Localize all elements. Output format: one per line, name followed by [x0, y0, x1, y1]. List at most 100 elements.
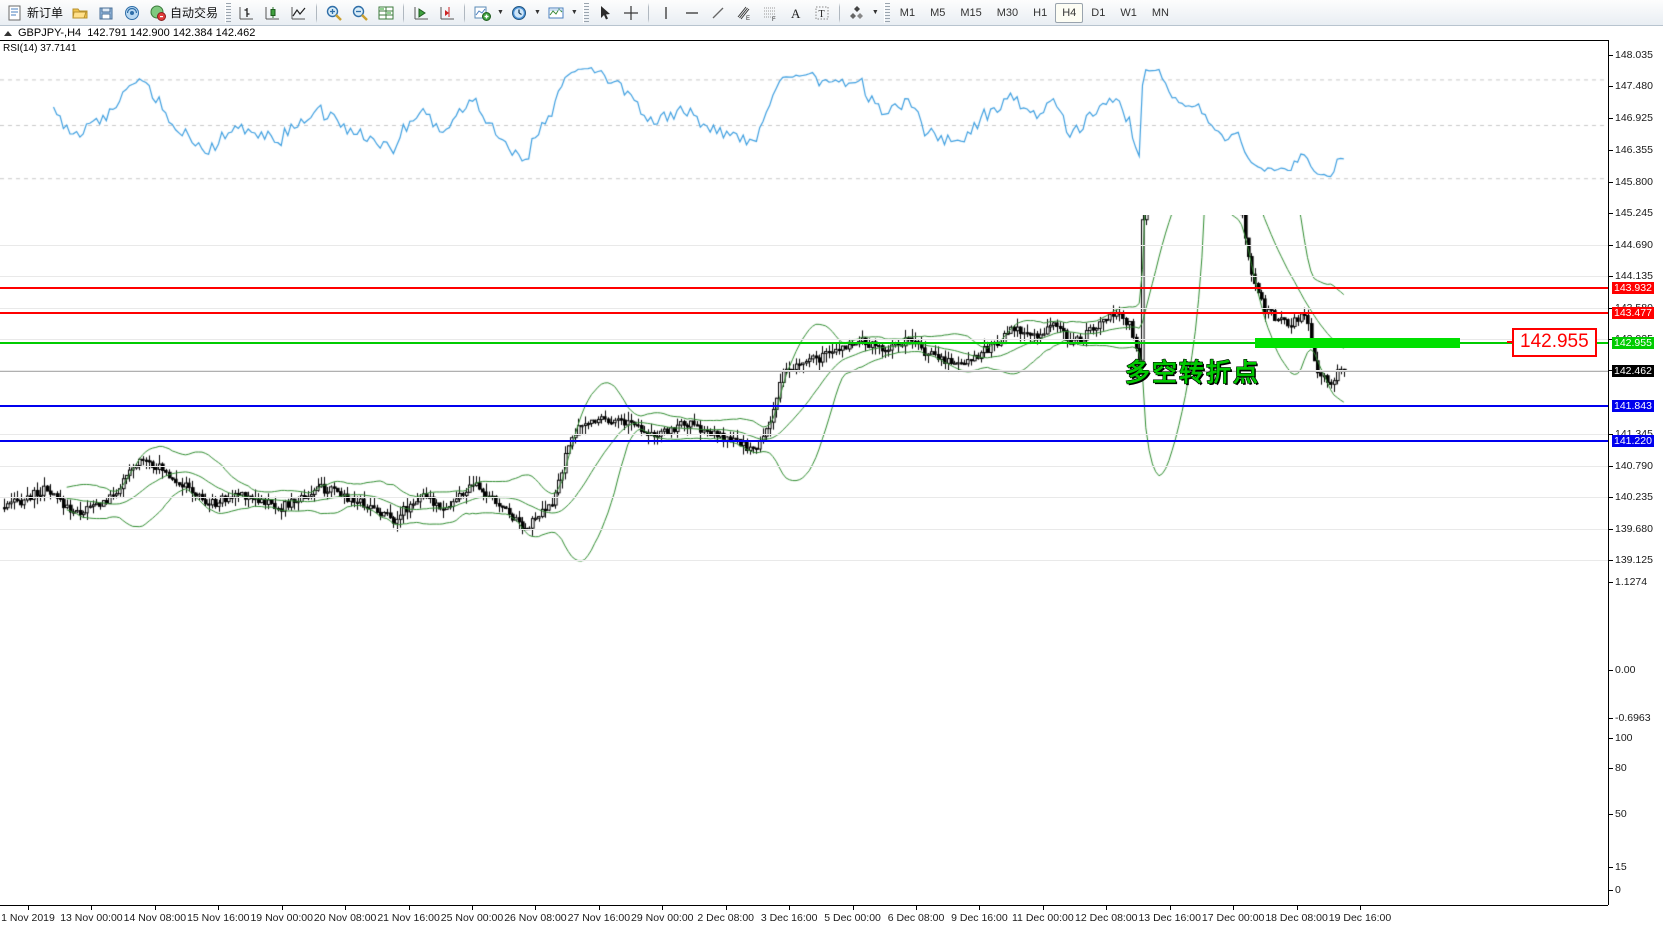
timeframe-mn[interactable]: MN — [1151, 6, 1169, 19]
time-axis-tick — [1106, 906, 1108, 910]
scale-tick — [1609, 670, 1613, 671]
macd-axis-label-zero: 0.00 — [1615, 664, 1636, 676]
autotrading-label: 自动交易 — [170, 6, 219, 20]
resistance-line-143477[interactable] — [0, 310, 1613, 316]
signals-button[interactable] — [119, 1, 145, 25]
highlight-zone[interactable] — [1255, 337, 1460, 348]
price-axis-tick — [1609, 528, 1613, 530]
shift-end-button[interactable] — [408, 1, 434, 25]
text-label-button[interactable]: T — [809, 1, 835, 25]
time-axis-tick — [979, 906, 981, 910]
timeframe-m30[interactable]: M30 — [996, 6, 1019, 19]
crosshair-button[interactable] — [618, 1, 644, 25]
rsi-axis-label-100: 100 — [1615, 732, 1633, 744]
horizontal-line-button[interactable] — [679, 1, 705, 25]
time-axis-label: 15 Nov 16:00 — [187, 912, 250, 924]
toolbar-grip-1[interactable] — [225, 2, 232, 23]
svg-text:E: E — [746, 16, 750, 22]
level-badge-143932[interactable]: 143.932 — [1612, 281, 1654, 294]
price-axis-label: 145.800 — [1615, 175, 1653, 188]
bar-chart-button[interactable] — [234, 1, 260, 25]
time-axis-tick — [345, 906, 347, 910]
price-axis-label: 146.355 — [1615, 144, 1653, 157]
time-axis-tick — [1169, 906, 1171, 910]
level-badge-141843[interactable]: 141.843 — [1612, 400, 1654, 412]
auto-scroll-button[interactable] — [434, 1, 460, 25]
support-line-141843[interactable] — [0, 403, 1613, 408]
toolbar-grip-3[interactable] — [883, 2, 890, 23]
price-axis[interactable]: 148.035 147.480 146.925 146.355 145.800 145.2… — [1608, 40, 1663, 905]
price-axis-tick — [1609, 55, 1613, 57]
timeframe-h1[interactable]: H1 — [1033, 6, 1048, 19]
scale-tick — [1609, 867, 1613, 869]
autotrading-button[interactable]: 自动交易 — [145, 1, 222, 25]
objects-button[interactable] — [844, 1, 870, 25]
rsi-pane[interactable]: RSI(14) 37.7141 — [0, 40, 1608, 215]
timeframe-w1[interactable]: W1 — [1120, 6, 1137, 19]
time-axis-tick — [1360, 906, 1361, 910]
price-axis-label: 139.680 — [1615, 522, 1653, 535]
templates-button[interactable] — [543, 1, 569, 25]
time-axis-label: 12 Dec 08:00 — [1075, 912, 1138, 924]
time-axis-tick — [28, 906, 29, 910]
time-axis-label: 27 Nov 16:00 — [567, 912, 631, 924]
timeframe-m15[interactable]: M15 — [960, 6, 982, 19]
time-axis-label: 5 Dec 00:00 — [824, 912, 881, 924]
collapse-triangle-icon[interactable] — [4, 30, 12, 36]
timeframe-h4[interactable]: H4 — [1055, 2, 1084, 23]
equidistant-channel-button[interactable]: E — [731, 1, 757, 25]
price-axis-label: 148.035 — [1615, 49, 1653, 62]
level-badge-143477[interactable]: 143.477 — [1612, 307, 1654, 320]
templates-dropdown-caret[interactable]: ▼ — [570, 9, 578, 16]
support-line-141220[interactable] — [0, 438, 1613, 444]
time-axis[interactable]: 1 Nov 2019 13 Nov 00:00 14 Nov 08:00 15 Nov… — [0, 905, 1608, 945]
timeframe-m1[interactable]: M1 — [899, 6, 916, 19]
line-chart-button[interactable] — [286, 1, 312, 25]
time-axis-label: 19 Nov 00:00 — [250, 912, 313, 924]
open-folder-button[interactable] — [67, 1, 93, 25]
zoom-out-button[interactable] — [347, 1, 373, 25]
toolbar-separator-3 — [464, 2, 466, 23]
fibonacci-button[interactable]: F — [757, 1, 783, 25]
price-flag-label[interactable]: 142.955 — [1507, 327, 1597, 357]
time-axis-tick — [1042, 906, 1044, 910]
candlestick-chart-button[interactable] — [260, 1, 286, 25]
turning-point-annotation[interactable]: 多空转折点 — [1125, 357, 1261, 387]
new-order-button[interactable]: 新订单 — [2, 1, 67, 25]
indicators-button[interactable] — [469, 1, 495, 25]
period-dropdown-caret[interactable]: ▼ — [533, 9, 541, 16]
time-axis-label: 2 Dec 08:00 — [697, 912, 755, 924]
macd-axis-label-max: 1.1274 — [1615, 576, 1648, 588]
crosshair-icon — [622, 4, 640, 22]
level-badge-142462[interactable]: 142.462 — [1612, 364, 1654, 377]
timeframe-m5[interactable]: M5 — [930, 6, 946, 19]
level-badge-142955[interactable]: 142.955 — [1612, 336, 1654, 349]
indicators-icon — [473, 4, 492, 22]
save-profile-button[interactable] — [93, 1, 119, 25]
price-axis-label: 139.125 — [1615, 554, 1653, 567]
indicators-dropdown-caret[interactable]: ▼ — [497, 9, 504, 16]
vertical-line-button[interactable] — [653, 1, 679, 25]
symbol-name: GBPJPY-,H4 — [18, 27, 82, 39]
svg-text:F: F — [772, 17, 776, 22]
time-axis-label: 18 Dec 08:00 — [1265, 912, 1328, 924]
level-badge-141220[interactable]: 141.220 — [1612, 435, 1654, 448]
chart-grid-button[interactable] — [373, 1, 399, 25]
price-gridline — [0, 307, 1608, 309]
price-axis-tick — [1609, 465, 1613, 467]
text-button[interactable]: A — [783, 1, 809, 25]
objects-dropdown-caret[interactable]: ▼ — [871, 9, 879, 16]
cursor-button[interactable] — [592, 1, 618, 25]
resistance-line-143932[interactable] — [0, 284, 1613, 290]
time-axis-tick — [598, 906, 600, 910]
price-gridline — [0, 528, 1608, 530]
toolbar-grip-2[interactable] — [582, 2, 589, 23]
zoom-in-button[interactable] — [321, 1, 347, 25]
period-button[interactable] — [506, 1, 532, 25]
rsi-axis-label-50: 50 — [1615, 808, 1627, 820]
rsi-axis-label-15: 15 — [1615, 861, 1627, 874]
symbol-info-line: GBPJPY-,H4 142.791 142.900 142.384 142.4… — [0, 26, 1663, 40]
timeframe-d1[interactable]: D1 — [1091, 6, 1106, 19]
trendline-button[interactable] — [705, 1, 731, 25]
